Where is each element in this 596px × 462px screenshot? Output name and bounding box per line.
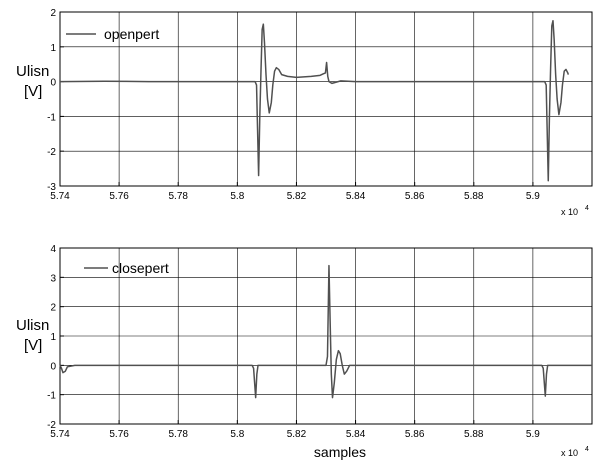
x-tick-label: 5.84: [346, 191, 366, 202]
legend-label-closepert: closepert: [112, 260, 169, 276]
x-tick-label: 5.74: [50, 429, 70, 440]
y-tick-label: -2: [47, 147, 56, 158]
y-tick-label: 2: [50, 8, 56, 19]
ticks: 5.74 5.76 5.78 5.8 5.82 5.84 5.86 5.88 5.9 -2 -1 0 1…: [47, 244, 540, 440]
y-tick-label: -2: [47, 420, 56, 431]
x-tick-label: 5.8: [230, 429, 244, 440]
x-tick-label: 5.86: [405, 191, 425, 202]
series-line-openpert: [59, 19, 570, 182]
series-group: [59, 19, 570, 182]
legend-label-openpert: openpert: [104, 26, 159, 42]
plot-openpert: 5.74 5.76 5.78 5.8 5.82 5.84 5.86 5.88 5.9 -3 -2 -1…: [16, 8, 593, 217]
y-tick-label: 0: [50, 78, 56, 89]
y-tick-label: 1: [50, 43, 56, 54]
y-tick-label: -3: [47, 182, 56, 193]
plot-closepert: 5.74 5.76 5.78 5.8 5.82 5.84 5.86 5.88 5.9 -2 -1 0 1…: [16, 244, 593, 460]
ticks: 5.74 5.76 5.78 5.8 5.82 5.84 5.86 5.88 5.9 -3 -2 -1…: [47, 8, 540, 202]
x-tick-label: 5.9: [526, 429, 540, 440]
y-tick-label: 1: [50, 332, 56, 343]
x-multiplier-base: x 10: [561, 448, 578, 458]
series-line-closepert: [59, 264, 592, 399]
x-tick-label: 5.86: [405, 429, 425, 440]
x-tick-label: 5.84: [346, 429, 366, 440]
x-tick-label: 5.76: [109, 191, 129, 202]
y-axis-label-line1: Ulisn: [16, 317, 49, 334]
y-tick-label: 4: [50, 244, 56, 255]
x-tick-label: 5.82: [287, 429, 307, 440]
x-tick-label: 5.88: [464, 429, 484, 440]
x-multiplier: x 10 4: [561, 446, 589, 458]
x-multiplier-base: x 10: [561, 207, 578, 217]
y-axis-label-line2: [V]: [24, 83, 42, 100]
y-axis-label-line1: Ulisn: [16, 63, 49, 80]
y-tick-label: 0: [50, 361, 56, 372]
legend: openpert: [66, 26, 159, 42]
grid: [60, 12, 592, 186]
x-tick-label: 5.74: [50, 191, 70, 202]
x-tick-label: 5.78: [168, 429, 188, 440]
x-axis-label: samples: [314, 444, 366, 460]
x-multiplier-exponent: 4: [585, 205, 589, 212]
y-tick-label: -1: [47, 112, 56, 123]
x-tick-label: 5.8: [230, 191, 244, 202]
x-tick-label: 5.82: [287, 191, 307, 202]
series-group: [59, 264, 592, 399]
x-tick-label: 5.9: [526, 191, 540, 202]
plot-frame: [59, 11, 593, 187]
x-tick-label: 5.88: [464, 191, 484, 202]
y-axis-label-line2: [V]: [24, 337, 42, 354]
x-tick-label: 5.78: [168, 191, 188, 202]
y-tick-label: 2: [50, 303, 56, 314]
y-tick-label: 3: [50, 273, 56, 284]
x-multiplier-exponent: 4: [585, 446, 589, 453]
x-tick-label: 5.76: [109, 429, 129, 440]
legend: closepert: [84, 260, 169, 276]
x-multiplier: x 10 4: [561, 205, 589, 217]
y-tick-label: -1: [47, 391, 56, 402]
